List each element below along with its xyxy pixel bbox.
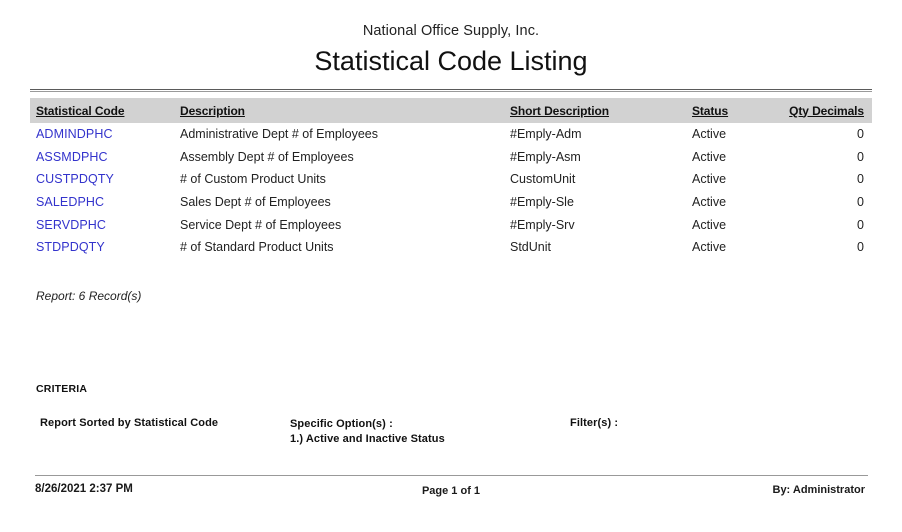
- column-header-short-description: Short Description: [510, 103, 609, 118]
- statistical-code-link[interactable]: ADMINDPHC: [36, 127, 113, 142]
- statistical-code-link[interactable]: STDPDQTY: [36, 240, 105, 255]
- description-cell: # of Standard Product Units: [180, 240, 334, 255]
- statistical-code-link[interactable]: ASSMDPHC: [36, 149, 108, 164]
- footer-user: By: Administrator: [772, 484, 866, 496]
- table-row: SERVDPHC Service Dept # of Employees #Em…: [30, 213, 872, 236]
- short-description-cell: CustomUnit: [510, 172, 576, 187]
- short-description-cell: #Emply-Adm: [510, 127, 582, 142]
- description-cell: Administrative Dept # of Employees: [180, 127, 379, 142]
- description-cell: Service Dept # of Employees: [180, 217, 342, 232]
- qty-decimals-cell: 0: [857, 217, 864, 232]
- status-cell: Active: [692, 172, 727, 187]
- short-description-cell: #Emply-Srv: [510, 217, 575, 232]
- column-header-status: Status: [692, 103, 729, 118]
- qty-decimals-cell: 0: [857, 149, 864, 164]
- footer-divider: [35, 475, 868, 476]
- header-divider: [30, 89, 872, 92]
- status-cell: Active: [692, 127, 727, 142]
- criteria-sorted-by: Report Sorted by Statistical Code: [40, 417, 219, 429]
- status-cell: Active: [692, 195, 727, 210]
- criteria-filters-label: Filter(s) :: [570, 417, 619, 429]
- column-header-statistical-code: Statistical Code: [36, 103, 125, 118]
- criteria-specific-options: Specific Option(s) : 1.) Active and Inac…: [290, 417, 445, 446]
- qty-decimals-cell: 0: [857, 127, 864, 142]
- specific-options-label: Specific Option(s) :: [290, 418, 393, 430]
- table-row: CUSTPDQTY # of Custom Product Units Cust…: [30, 168, 872, 191]
- qty-decimals-cell: 0: [857, 240, 864, 255]
- description-cell: # of Custom Product Units: [180, 172, 326, 187]
- table-row: SALEDPHC Sales Dept # of Employees #Empl…: [30, 191, 872, 214]
- footer-datetime: 8/26/2021 2:37 PM: [35, 483, 133, 495]
- qty-decimals-cell: 0: [857, 172, 864, 187]
- column-header-qty-decimals: Qty Decimals: [789, 103, 864, 118]
- status-cell: Active: [692, 217, 727, 232]
- description-cell: Sales Dept # of Employees: [180, 195, 331, 210]
- statistical-code-link[interactable]: SALEDPHC: [36, 195, 105, 210]
- company-name: National Office Supply, Inc.: [362, 23, 540, 39]
- table-row: ADMINDPHC Administrative Dept # of Emplo…: [30, 123, 872, 146]
- table-row: STDPDQTY # of Standard Product Units Std…: [30, 236, 872, 259]
- qty-decimals-cell: 0: [857, 195, 864, 210]
- statistical-code-link[interactable]: SERVDPHC: [36, 217, 107, 232]
- specific-option-item: 1.) Active and Inactive Status: [290, 432, 445, 445]
- short-description-cell: #Emply-Sle: [510, 195, 574, 210]
- column-header-description: Description: [180, 103, 245, 118]
- page-title: Statistical Code Listing: [314, 46, 588, 76]
- footer-page-number: Page 1 of 1: [421, 485, 481, 497]
- short-description-cell: StdUnit: [510, 240, 551, 255]
- criteria-heading: CRITERIA: [36, 383, 88, 395]
- table-body: ADMINDPHC Administrative Dept # of Emplo…: [30, 123, 872, 259]
- status-cell: Active: [692, 149, 727, 164]
- table-header-row: Statistical Code Description Short Descr…: [30, 98, 872, 123]
- description-cell: Assembly Dept # of Employees: [180, 149, 354, 164]
- short-description-cell: #Emply-Asm: [510, 149, 581, 164]
- statistical-code-link[interactable]: CUSTPDQTY: [36, 172, 114, 187]
- record-count-summary: Report: 6 Record(s): [36, 289, 142, 303]
- table-row: ASSMDPHC Assembly Dept # of Employees #E…: [30, 146, 872, 169]
- status-cell: Active: [692, 240, 727, 255]
